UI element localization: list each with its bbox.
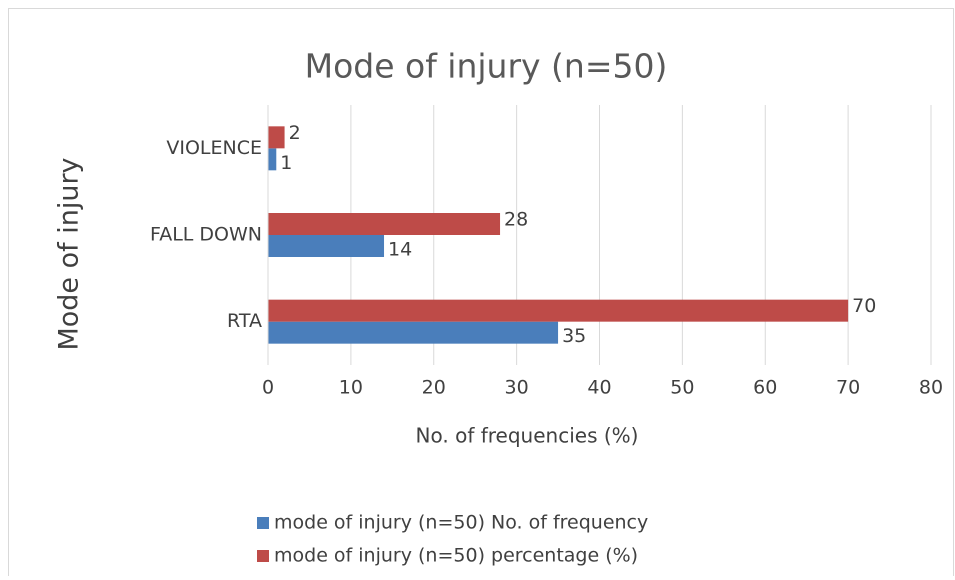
x-tick-label: 50 [670, 377, 694, 399]
legend-swatch [257, 550, 269, 562]
data-label: 28 [504, 209, 528, 231]
y-tick-label: RTA [227, 310, 262, 332]
data-label: 14 [388, 239, 412, 261]
x-tick-label: 30 [505, 377, 529, 399]
data-label: 70 [852, 295, 876, 317]
x-axis-label: No. of frequencies (%) [416, 424, 639, 448]
x-tick-label: 0 [262, 377, 274, 399]
bar [268, 321, 559, 344]
x-tick-label: 70 [836, 377, 860, 399]
bar [268, 235, 385, 257]
bar [268, 126, 285, 149]
chart-border [8, 8, 954, 580]
legend-label: mode of injury (n=50) percentage (%) [274, 545, 638, 567]
x-tick-label: 60 [753, 377, 777, 399]
x-tick-label: 20 [422, 377, 446, 399]
y-tick-label: VIOLENCE [166, 137, 262, 159]
chart-title: Mode of injury (n=50) [305, 47, 668, 86]
y-tick-label: FALL DOWN [150, 224, 262, 246]
x-tick-label: 10 [339, 377, 363, 399]
data-label: 2 [289, 122, 301, 144]
legend-swatch [257, 517, 269, 529]
bar [268, 148, 277, 171]
legend-label: mode of injury (n=50) No. of frequency [274, 512, 648, 534]
data-label: 1 [280, 152, 292, 174]
bar [268, 213, 501, 235]
data-label: 35 [562, 325, 586, 347]
y-axis-label: Mode of injury [54, 157, 85, 350]
x-tick-label: 80 [919, 377, 943, 399]
bar [268, 299, 849, 322]
x-tick-label: 40 [587, 377, 611, 399]
